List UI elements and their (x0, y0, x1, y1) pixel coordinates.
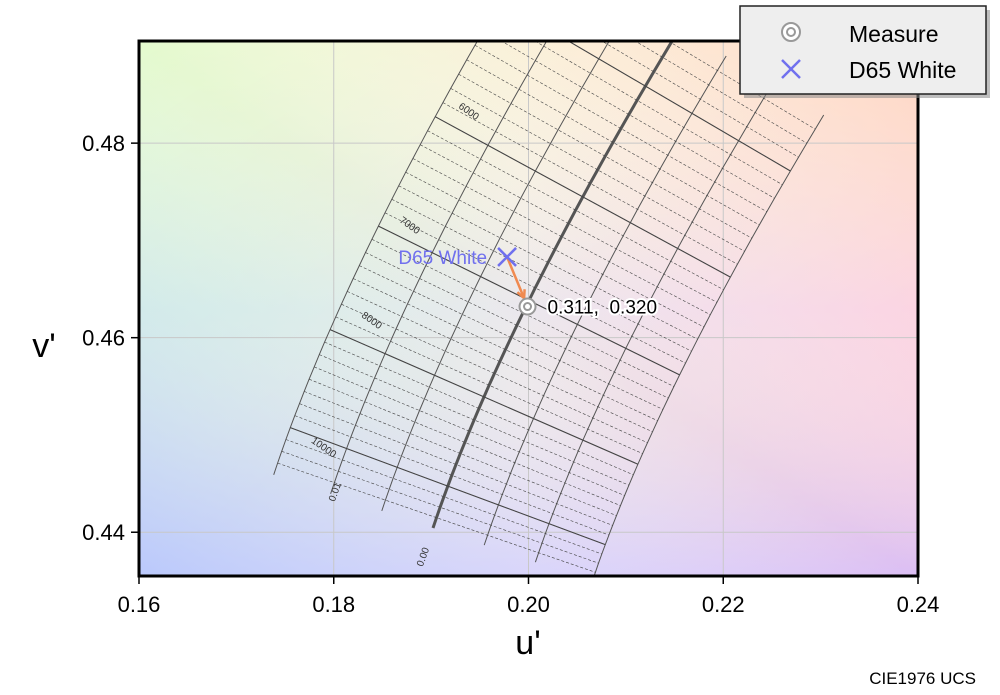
legend-measure-label: Measure (849, 21, 938, 47)
y-tick-label: 0.48 (82, 131, 125, 156)
locus-isotherm-dashed (285, 439, 602, 555)
y-tick-label: 0.44 (82, 520, 125, 545)
locus-isotherm-dashed (319, 354, 630, 486)
measure-point (518, 297, 537, 316)
y-tick-label: 0.46 (82, 326, 125, 351)
data-points: D65 White 0.311, 0.320 (398, 247, 659, 321)
locus-isotherm-dashed (299, 403, 613, 526)
locus-isotherm-dashed (324, 341, 634, 476)
d65-label: D65 White (398, 248, 487, 269)
shift-arrow (505, 256, 526, 299)
locus-isotherm-dashed (308, 378, 621, 506)
measure-label: 0.311, 0.320 (548, 298, 658, 319)
locus-isotherm-dashed (365, 252, 669, 399)
locus-isotherm-dashed (347, 291, 653, 433)
x-tick-label: 0.22 (702, 592, 745, 617)
x-tick-label: 0.20 (507, 592, 550, 617)
locus-isotherm-dashed (667, 41, 816, 130)
locus-isotherm-dashed (450, 88, 745, 252)
x-tick-label: 0.16 (118, 592, 161, 617)
y-axis-title: v' (32, 327, 56, 365)
locus-isotherm-dashed (341, 303, 648, 443)
locus-isotherm-dashed (412, 158, 711, 315)
locus-isotherm-dashed (314, 366, 625, 496)
locus-isotherm-dashed (601, 41, 799, 158)
x-tick-label: 0.24 (897, 592, 940, 617)
legend-d65-marker (781, 59, 801, 79)
locus-isotherm-dashed (420, 144, 718, 303)
locus-isotherm-dashed (304, 391, 617, 516)
locus-isotherm-dashed (391, 199, 692, 352)
locus-isotherm-dashed (442, 102, 738, 265)
legend-box (739, 5, 987, 95)
locus-isotherm (329, 329, 639, 465)
locus-isotherm-dashed (534, 41, 783, 185)
axis-ticks: 0.16 0.18 0.20 0.22 0.24 0.44 0.46 0.48 (82, 131, 939, 617)
locus-isotherm (434, 116, 731, 278)
locus-isotherm-dashed (634, 41, 807, 144)
locus-isotherm-dashed (359, 265, 664, 410)
locus-isotherm-dashed (353, 278, 658, 421)
footer-caption: CIE1976 UCS (869, 669, 976, 688)
x-tick-label: 0.18 (312, 592, 355, 617)
locus-isotherm (567, 41, 791, 172)
legend-d65-label: D65 White (849, 57, 956, 83)
legend-measure-marker (781, 22, 801, 42)
locus-isotherm-dashed (294, 415, 610, 536)
locus-isotherm-dashed (405, 171, 705, 328)
locus-isotherm-dashed (427, 130, 724, 290)
locus-isotherm-dashed (500, 41, 775, 199)
locus-isotherm-dashed (335, 316, 643, 454)
locus-isotherm-dashed (458, 73, 752, 239)
legend: Measure D65 White (739, 5, 990, 98)
locus-isotherm-dashed (398, 185, 698, 340)
d65-point (497, 247, 517, 267)
locus-isotherm-dashed (466, 59, 760, 226)
locus-isotherm-dashed (474, 45, 767, 212)
x-axis-title: u' (515, 624, 540, 662)
locus-isotherm (290, 427, 606, 546)
locus-isotherm-dashed (384, 212, 686, 364)
locus-isotherm-dashed (281, 451, 599, 564)
locus-isotherm-dashed (277, 462, 596, 573)
